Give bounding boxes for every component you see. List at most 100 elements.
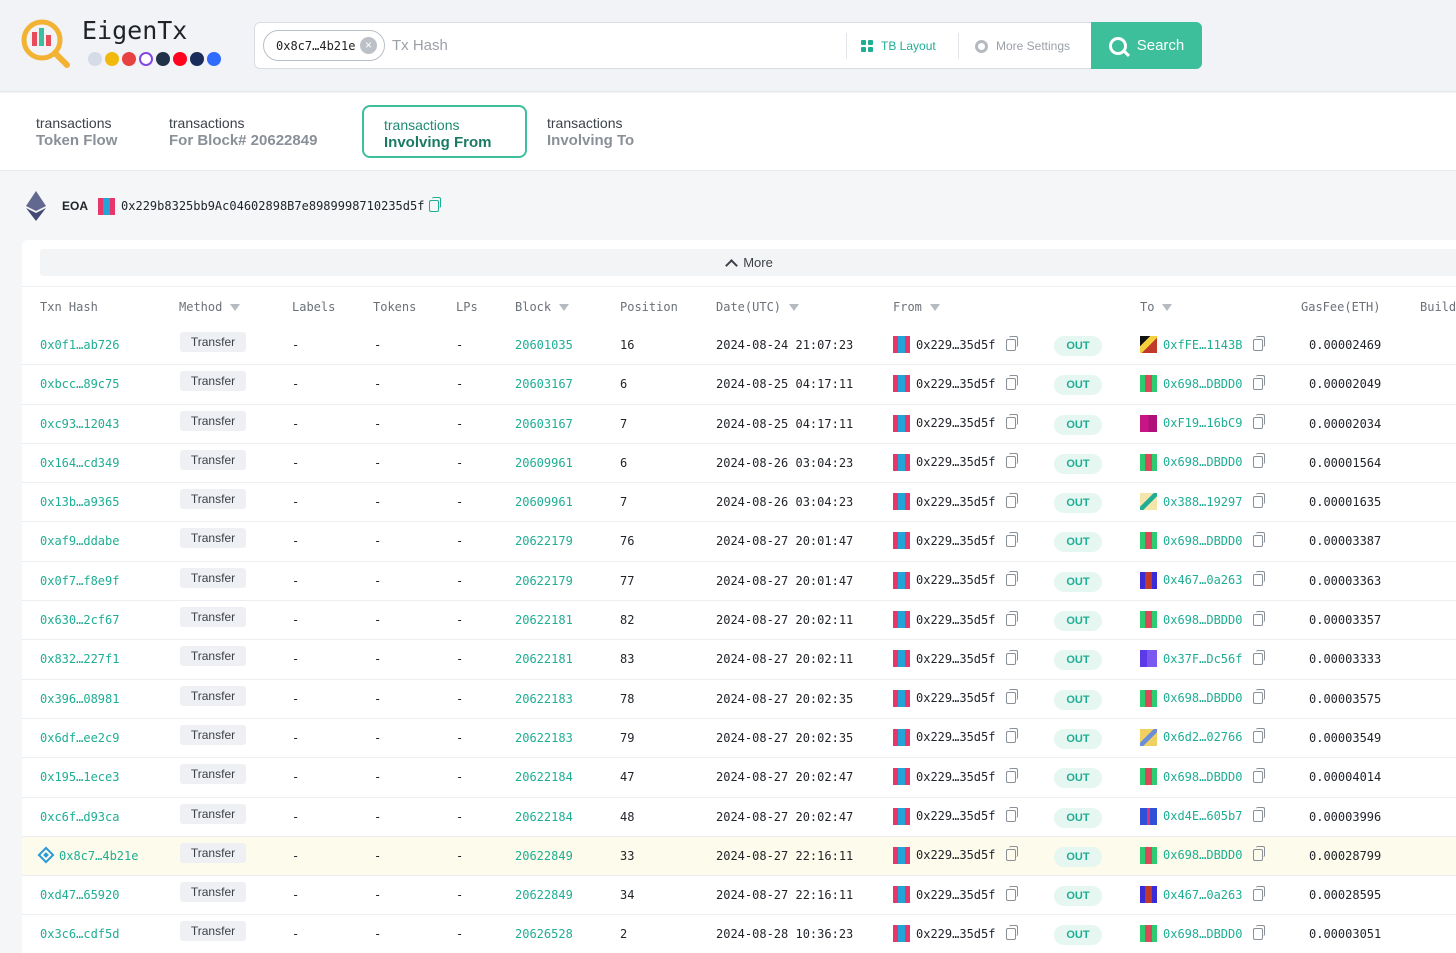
copy-icon[interactable] bbox=[1253, 924, 1266, 940]
copy-icon[interactable] bbox=[1253, 610, 1266, 626]
polygon-icon[interactable] bbox=[139, 52, 153, 66]
table-row[interactable]: 0x832…227f1 Transfer - - - 20622181 83 2024-08-… bbox=[22, 640, 1456, 680]
table-row[interactable]: 0x3c6…cdf5d Transfer - - - 20626528 2 2024-08-2… bbox=[22, 915, 1456, 953]
copy-icon[interactable] bbox=[429, 197, 442, 212]
copy-icon[interactable] bbox=[1006, 453, 1019, 469]
from-address[interactable]: 0x229…35d5f bbox=[916, 730, 996, 745]
filter-icon[interactable] bbox=[230, 303, 241, 311]
table-row[interactable]: 0x0f7…f8e9f Transfer - - - 20622179 77 2024-08-… bbox=[22, 562, 1456, 602]
copy-icon[interactable] bbox=[1006, 767, 1019, 783]
to-address[interactable]: 0xfFE…1143B bbox=[1163, 337, 1243, 352]
filter-icon[interactable] bbox=[789, 303, 800, 311]
tab-token-flow[interactable]: transactions Token Flow bbox=[16, 105, 137, 158]
txn-hash-link[interactable]: 0xc93…12043 bbox=[40, 416, 120, 431]
to-address[interactable]: 0xd4E…605b7 bbox=[1163, 809, 1243, 824]
copy-icon[interactable] bbox=[1006, 689, 1019, 705]
table-row[interactable]: 0xd47…65920 Transfer - - - 20622849 34 2024-08-… bbox=[22, 876, 1456, 916]
table-row[interactable]: 0x6df…ee2c9 Transfer - - - 20622183 79 2024-08-… bbox=[22, 719, 1456, 759]
eoa-address[interactable]: 0x229b8325bb9Ac04602898B7e8989998710235d… bbox=[121, 199, 425, 213]
copy-icon[interactable] bbox=[1253, 453, 1266, 469]
copy-icon[interactable] bbox=[1006, 924, 1019, 940]
txn-hash-link[interactable]: 0xc6f…d93ca bbox=[40, 809, 120, 824]
block-link[interactable]: 20622849 bbox=[515, 848, 573, 863]
to-address[interactable]: 0x698…DBDD0 bbox=[1163, 769, 1243, 784]
copy-icon[interactable] bbox=[1253, 885, 1266, 901]
to-address[interactable]: 0x467…0a263 bbox=[1163, 573, 1243, 588]
block-link[interactable]: 20622184 bbox=[515, 809, 573, 824]
from-address[interactable]: 0x229…35d5f bbox=[916, 651, 996, 666]
copy-icon[interactable] bbox=[1006, 728, 1019, 744]
table-row[interactable]: 0xc6f…d93ca Transfer - - - 20622184 48 2024-08-… bbox=[22, 798, 1456, 837]
tab-involving-to[interactable]: transactions Involving To bbox=[527, 105, 654, 158]
optimism-icon[interactable] bbox=[173, 52, 187, 66]
from-address[interactable]: 0x229…35d5f bbox=[916, 887, 996, 902]
block-link[interactable]: 20622183 bbox=[515, 730, 573, 745]
txn-hash-link[interactable]: 0x195…1ece3 bbox=[40, 770, 120, 785]
from-address[interactable]: 0x229…35d5f bbox=[916, 494, 996, 509]
copy-icon[interactable] bbox=[1253, 767, 1266, 783]
copy-icon[interactable] bbox=[1253, 571, 1266, 587]
search-input[interactable]: Tx Hash bbox=[392, 37, 448, 54]
block-link[interactable]: 20622179 bbox=[515, 534, 573, 549]
block-link[interactable]: 20622181 bbox=[515, 613, 573, 628]
table-row[interactable]: 0xbcc…89c75 Transfer - - - 20603167 6 2024-08-2… bbox=[22, 365, 1456, 405]
to-address[interactable]: 0x698…DBDD0 bbox=[1163, 848, 1243, 863]
table-row[interactable]: 0x630…2cf67 Transfer - - - 20622181 82 2024-08-… bbox=[22, 601, 1456, 641]
from-address[interactable]: 0x229…35d5f bbox=[916, 376, 996, 391]
to-address[interactable]: 0x698…DBDD0 bbox=[1163, 376, 1243, 391]
copy-icon[interactable] bbox=[1253, 492, 1266, 508]
to-address[interactable]: 0x6d2…02766 bbox=[1163, 730, 1243, 745]
table-row[interactable]: 0x0f1…ab726 Transfer - - - 20601035 16 2024-08-… bbox=[22, 326, 1456, 366]
clear-chip-icon[interactable]: × bbox=[360, 37, 377, 54]
copy-icon[interactable] bbox=[1006, 492, 1019, 508]
copy-icon[interactable] bbox=[1006, 374, 1019, 390]
tb-layout-button[interactable]: TB Layout bbox=[861, 39, 936, 53]
more-settings-button[interactable]: More Settings bbox=[975, 39, 1070, 53]
copy-icon[interactable] bbox=[1253, 728, 1266, 744]
copy-icon[interactable] bbox=[1006, 649, 1019, 665]
txn-hash-link[interactable]: 0x396…08981 bbox=[40, 691, 120, 706]
txn-hash-link[interactable]: 0x3c6…cdf5d bbox=[40, 927, 120, 942]
copy-icon[interactable] bbox=[1253, 335, 1266, 351]
txn-hash-link[interactable]: 0x832…227f1 bbox=[40, 652, 120, 667]
copy-icon[interactable] bbox=[1253, 414, 1266, 430]
tx-hash-chip[interactable]: 0x8c7…4b21e × bbox=[263, 30, 385, 61]
eigentx-logo-icon[interactable] bbox=[20, 18, 70, 68]
table-row[interactable]: 0x164…cd349 Transfer - - - 20609961 6 2024-08-2… bbox=[22, 444, 1456, 484]
filter-icon[interactable] bbox=[559, 303, 570, 311]
copy-icon[interactable] bbox=[1253, 649, 1266, 665]
txn-hash-link[interactable]: 0x6df…ee2c9 bbox=[40, 730, 120, 745]
to-address[interactable]: 0x388…19297 bbox=[1163, 494, 1243, 509]
to-address[interactable]: 0x698…DBDD0 bbox=[1163, 612, 1243, 627]
from-address[interactable]: 0x229…35d5f bbox=[916, 416, 996, 431]
txn-hash-link[interactable]: 0x13b…a9365 bbox=[40, 495, 120, 510]
to-address[interactable]: 0x37F…Dc56f bbox=[1163, 651, 1243, 666]
txn-hash-link[interactable]: 0x164…cd349 bbox=[40, 455, 120, 470]
to-address[interactable]: 0x698…DBDD0 bbox=[1163, 691, 1243, 706]
copy-icon[interactable] bbox=[1006, 335, 1019, 351]
from-address[interactable]: 0x229…35d5f bbox=[916, 337, 996, 352]
to-address[interactable]: 0x698…DBDD0 bbox=[1163, 455, 1243, 470]
txn-hash-link[interactable]: 0x0f7…f8e9f bbox=[40, 573, 120, 588]
txn-hash-link[interactable]: 0x8c7…4b21e bbox=[59, 848, 139, 863]
copy-icon[interactable] bbox=[1006, 531, 1019, 547]
block-link[interactable]: 20609961 bbox=[515, 455, 573, 470]
block-link[interactable]: 20603167 bbox=[515, 416, 573, 431]
copy-icon[interactable] bbox=[1006, 571, 1019, 587]
table-row[interactable]: 0xc93…12043 Transfer - - - 20603167 7 2024-08-2… bbox=[22, 405, 1456, 444]
txn-hash-link[interactable]: 0xaf9…ddabe bbox=[40, 534, 120, 549]
table-row[interactable]: 0x195…1ece3 Transfer - - - 20622184 47 2024-08-… bbox=[22, 758, 1456, 798]
table-row[interactable]: 0x13b…a9365 Transfer - - - 20609961 7 2024-08-2… bbox=[22, 483, 1456, 523]
copy-icon[interactable] bbox=[1253, 846, 1266, 862]
txn-hash-link[interactable]: 0xbcc…89c75 bbox=[40, 377, 120, 392]
block-link[interactable]: 20622849 bbox=[515, 888, 573, 903]
from-address[interactable]: 0x229…35d5f bbox=[916, 848, 996, 863]
filter-icon[interactable] bbox=[1162, 303, 1173, 311]
brand-title[interactable]: EigenTx bbox=[82, 16, 188, 45]
copy-icon[interactable] bbox=[1253, 807, 1266, 823]
from-address[interactable]: 0x229…35d5f bbox=[916, 926, 996, 941]
copy-icon[interactable] bbox=[1006, 610, 1019, 626]
bnb-icon[interactable] bbox=[105, 52, 119, 66]
search-button[interactable]: Search bbox=[1091, 22, 1202, 69]
copy-icon[interactable] bbox=[1253, 374, 1266, 390]
